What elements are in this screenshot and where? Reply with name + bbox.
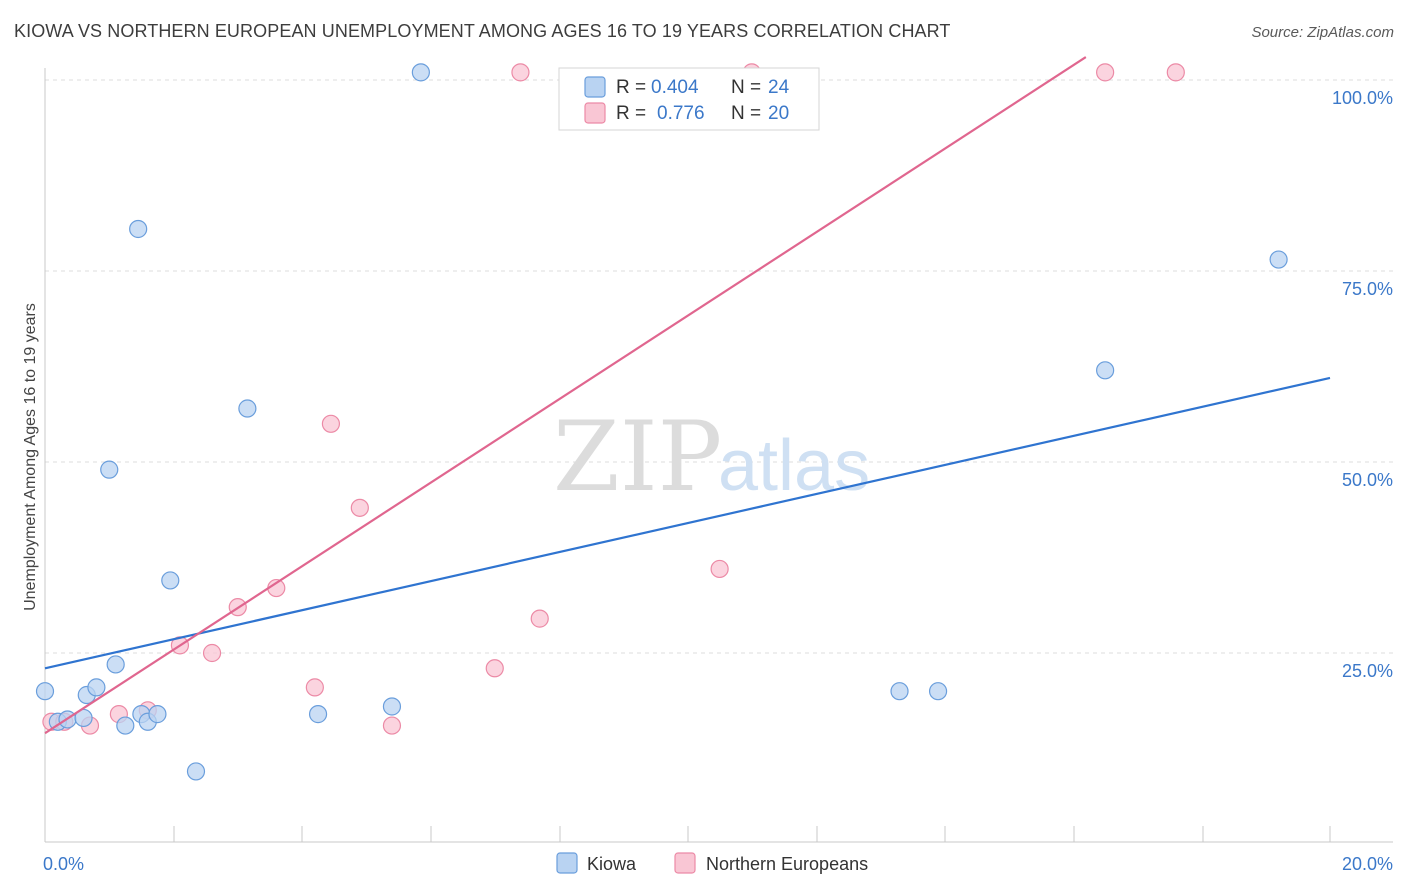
point-kiowa-6	[100, 460, 119, 479]
point-kiowa-21	[1096, 361, 1115, 380]
legend-r-value-ne: 0.776	[657, 103, 705, 124]
watermark: ZIP atlas	[553, 401, 870, 513]
point-kiowa-7	[106, 655, 125, 674]
point-ne-13	[485, 659, 504, 678]
point-ne-19	[1166, 63, 1185, 82]
trend-lines	[44, 56, 1331, 735]
point-kiowa-0	[35, 682, 55, 701]
point-ne-14	[511, 63, 530, 82]
point-kiowa-19	[890, 682, 909, 701]
point-kiowa-17	[382, 697, 402, 716]
x-tick-label-1: 20.0%	[1342, 854, 1393, 874]
y-tick-label-1: 50.0%	[1342, 470, 1393, 490]
data-points	[35, 63, 1288, 781]
bottom-legend-label-kiowa: Kiowa	[587, 854, 637, 874]
point-kiowa-16	[308, 705, 328, 724]
legend-n-label-kiowa: N =	[731, 77, 761, 98]
point-kiowa-12	[148, 705, 167, 724]
point-kiowa-8	[116, 716, 135, 735]
point-kiowa-20	[928, 682, 948, 701]
bottom-legend: Kiowa Northern Europeans	[556, 852, 868, 874]
gridlines	[45, 79, 1393, 654]
point-ne-11	[350, 498, 369, 517]
point-ne-18	[1096, 63, 1115, 82]
point-kiowa-9	[129, 219, 148, 239]
point-ne-15	[530, 609, 549, 628]
chart-title: KIOWA VS NORTHERN EUROPEAN UNEMPLOYMENT …	[14, 21, 951, 41]
point-ne-9	[305, 678, 324, 697]
legend-r-label-ne: R =	[616, 103, 646, 124]
legend-swatch-kiowa	[584, 76, 606, 98]
y-tick-label-2: 75.0%	[1342, 279, 1393, 299]
legend-n-value-ne: 20	[768, 103, 789, 124]
point-kiowa-13	[161, 571, 180, 590]
bottom-legend-label-ne: Northern Europeans	[706, 854, 868, 874]
trend-line-ne	[44, 56, 1087, 735]
point-kiowa-5	[87, 678, 106, 697]
point-ne-10	[321, 414, 341, 433]
x-tick-label-0: 0.0%	[43, 854, 84, 874]
legend-r-value-kiowa: 0.404	[651, 77, 699, 98]
watermark-atlas: atlas	[718, 426, 870, 506]
source-label: Source: ZipAtlas.com	[1251, 24, 1394, 41]
point-kiowa-14	[186, 762, 206, 781]
axes	[44, 68, 1393, 843]
watermark-zip: ZIP	[553, 401, 722, 513]
legend-r-label-kiowa: R =	[616, 77, 646, 98]
point-ne-6	[202, 643, 222, 663]
tick-labels: 25.0% 50.0% 75.0% 100.0% 0.0% 20.0%	[43, 88, 1393, 874]
point-ne-16	[710, 559, 729, 579]
point-kiowa-15	[238, 399, 257, 418]
legend-swatch-ne	[584, 102, 606, 124]
point-kiowa-18	[411, 63, 430, 82]
legend-box: R = 0.404 N = 24 R = 0.776 N = 20	[558, 67, 820, 131]
point-kiowa-22	[1269, 250, 1288, 269]
bottom-legend-swatch-kiowa	[556, 852, 578, 874]
trend-line-kiowa	[44, 376, 1331, 670]
y-tick-label-0: 25.0%	[1342, 661, 1393, 681]
legend-n-label-ne: N =	[731, 103, 761, 124]
point-ne-12	[382, 716, 402, 735]
legend-n-value-kiowa: 24	[768, 77, 790, 98]
y-tick-label-3: 100.0%	[1332, 88, 1393, 108]
bottom-legend-swatch-ne	[674, 852, 696, 874]
